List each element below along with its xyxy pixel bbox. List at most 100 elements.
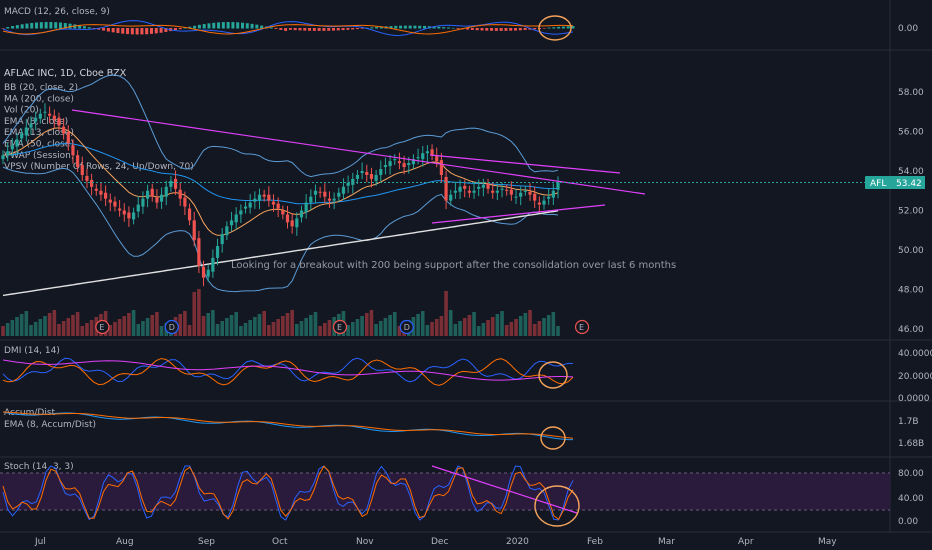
macd-hist-bar bbox=[408, 25, 412, 29]
indicator-label: Vol (20) bbox=[4, 106, 39, 116]
macd-hist-bar bbox=[485, 28, 489, 31]
event-marker-label: E bbox=[579, 323, 584, 332]
candle-body bbox=[547, 196, 551, 199]
macd-hist-bar bbox=[317, 28, 321, 31]
oscillator-tick: 20.0000 bbox=[898, 372, 932, 382]
indicator-label: VPSV (Number Of Rows, 24, Up/Down, 70) bbox=[4, 162, 194, 172]
volume-bar bbox=[267, 325, 271, 336]
stoch-panel[interactable]: Stoch (14, 3, 3) bbox=[0, 462, 890, 521]
macd-hist-bar bbox=[173, 28, 177, 31]
volume-bar bbox=[127, 313, 131, 336]
candle-body bbox=[556, 182, 560, 190]
volume-bar bbox=[397, 326, 402, 336]
event-marker-label: E bbox=[337, 323, 342, 332]
volume-bar bbox=[434, 319, 439, 336]
macd-hist-bar bbox=[279, 28, 283, 30]
volume-bar bbox=[458, 321, 462, 336]
macd-hist-bar bbox=[303, 28, 307, 31]
volume-bar bbox=[159, 326, 164, 336]
event-marker bbox=[574, 319, 590, 335]
candle-body bbox=[24, 127, 28, 136]
candle-body bbox=[323, 191, 327, 197]
candle-body bbox=[402, 163, 406, 168]
stoch-band bbox=[0, 473, 890, 510]
accum-dist-ema-label: EMA (8, Accum/Dist) bbox=[4, 420, 96, 430]
candle-body bbox=[169, 180, 173, 187]
candle-body bbox=[360, 171, 364, 173]
volume-bar bbox=[197, 289, 201, 336]
macd-panel[interactable]: MACD (12, 26, close, 9) bbox=[1, 7, 575, 37]
stoch-k-line bbox=[2, 465, 574, 521]
candle-body bbox=[239, 210, 243, 215]
volume-bar bbox=[33, 322, 38, 336]
candle-body bbox=[34, 117, 38, 122]
price-axis[interactable]: 58.00 56.00 54.00 52.00 50.00 48.00 46.00 0.00 4… bbox=[898, 24, 932, 527]
volume-bar bbox=[276, 319, 280, 336]
volume-bar bbox=[448, 310, 453, 336]
candle-body bbox=[500, 188, 504, 190]
volume-bar bbox=[486, 320, 490, 336]
candle-body bbox=[388, 161, 392, 167]
volume-bar bbox=[425, 325, 430, 336]
candle-body bbox=[309, 196, 313, 203]
macd-hist-bar bbox=[523, 28, 527, 31]
price-tick: 54.00 bbox=[898, 167, 924, 177]
event-marker bbox=[164, 319, 179, 335]
candle-body bbox=[290, 220, 294, 227]
macd-hist-bar bbox=[566, 26, 570, 29]
candle-body bbox=[80, 165, 84, 175]
dmi-minus-line bbox=[2, 358, 574, 386]
indicator-label: VWAP (Session) bbox=[4, 151, 74, 161]
macd-hist-bar bbox=[293, 28, 297, 31]
candle-body bbox=[444, 176, 448, 201]
highlight-circles bbox=[534, 15, 580, 527]
accum-dist-panel[interactable]: Accum/Dist EMA (8, Accum/Dist) bbox=[2, 408, 574, 441]
candle-body bbox=[108, 199, 112, 203]
oscillator-tick: 1.7B bbox=[898, 417, 919, 427]
dmi-panel[interactable]: DMI (14, 14) bbox=[2, 346, 574, 386]
macd-hist-bar bbox=[451, 27, 455, 29]
volume-bar bbox=[374, 324, 378, 336]
candle-body bbox=[99, 190, 103, 195]
candle-body bbox=[397, 161, 402, 164]
annotation-text: Looking for a breakout with 200 being su… bbox=[231, 260, 676, 271]
candle-body bbox=[449, 194, 453, 201]
macd-hist-bar bbox=[183, 27, 187, 29]
trendline-lower bbox=[431, 204, 606, 224]
macd-hist-bar bbox=[207, 23, 211, 29]
volume-bar bbox=[355, 319, 360, 336]
candle-body bbox=[295, 218, 299, 228]
price-panel[interactable]: AFLAC INC, 1D, Cboe BZX BB (20, close, 2… bbox=[0, 68, 890, 336]
macd-hist-bar bbox=[470, 28, 474, 30]
stoch-d-line bbox=[2, 465, 574, 521]
macd-hist-bar bbox=[298, 28, 302, 31]
volume-bar bbox=[122, 316, 127, 336]
candle-body bbox=[57, 117, 61, 126]
macd-hist-bar bbox=[547, 27, 551, 29]
candle-body bbox=[131, 212, 136, 220]
candle-body bbox=[136, 204, 140, 212]
volume-bar bbox=[518, 316, 523, 336]
volume-bar bbox=[392, 312, 397, 336]
candle-body bbox=[435, 156, 439, 162]
time-axis[interactable]: Jul Aug Sep Oct Nov Dec 2020 Feb Mar Apr May bbox=[34, 537, 837, 547]
macd-hist-bar bbox=[260, 25, 264, 29]
macd-hist-bar bbox=[528, 28, 532, 30]
volume-bar bbox=[528, 310, 532, 336]
macd-hist-bar bbox=[250, 23, 254, 29]
macd-hist-bar bbox=[140, 28, 144, 35]
trendline-upper-short bbox=[429, 154, 621, 174]
volume-bar bbox=[215, 324, 220, 336]
volume-bar bbox=[420, 311, 425, 336]
candle-body bbox=[304, 202, 308, 213]
volume-bar bbox=[369, 310, 374, 336]
volume-bar bbox=[5, 323, 10, 336]
candle-body bbox=[159, 194, 164, 202]
event-marker-label: D bbox=[169, 323, 175, 332]
macd-hist-bar bbox=[44, 22, 48, 29]
volume-bar bbox=[253, 317, 257, 336]
macd-hist-bar bbox=[197, 24, 201, 29]
macd-hist-bar bbox=[102, 28, 106, 31]
